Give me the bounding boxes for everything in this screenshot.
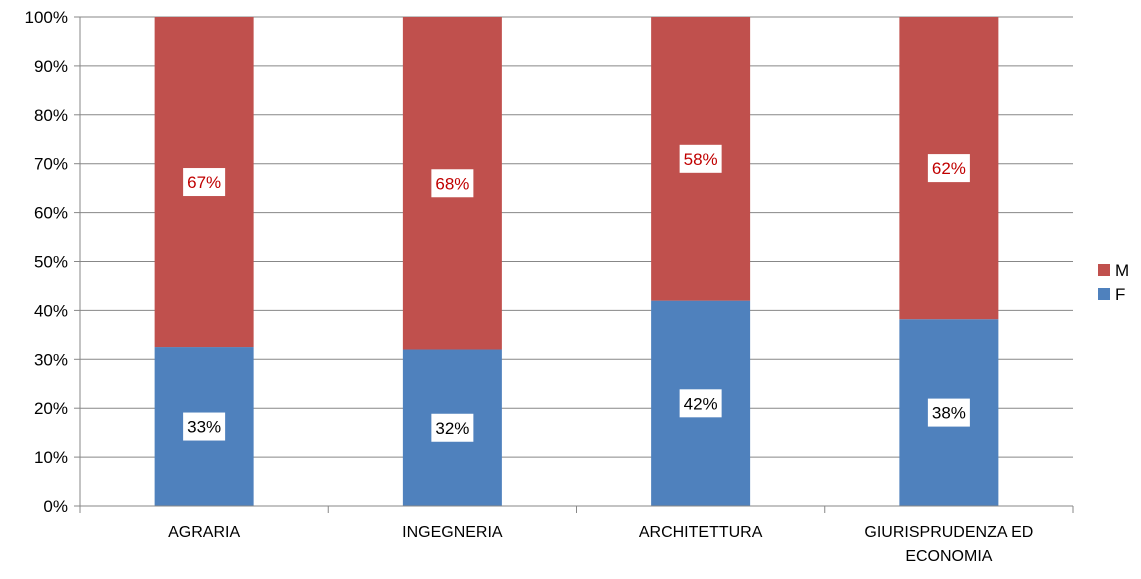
- x-category-label-line: ARCHITETTURA: [639, 524, 763, 541]
- y-tick-label: 0%: [43, 497, 68, 516]
- data-label-m: 62%: [932, 159, 966, 178]
- legend: MF: [1098, 261, 1129, 304]
- y-tick-label: 30%: [34, 350, 68, 369]
- x-category-label: INGEGNERIA: [402, 524, 503, 541]
- data-label-m: 68%: [435, 174, 469, 193]
- x-category-label-line: INGEGNERIA: [402, 524, 503, 541]
- data-label-box: [927, 154, 970, 183]
- x-category-label: GIURISPRUDENZA ED ECONOMIA: [864, 524, 1033, 565]
- y-tick-label: 20%: [34, 399, 68, 418]
- y-tick-label: 80%: [34, 106, 68, 125]
- axes: 0% 10% 20% 30% 40% 50% 60% 70% 80% 90% 100% AGRARIA…: [25, 8, 1074, 565]
- data-label-box: [431, 413, 474, 442]
- x-category-label: AGRARIA: [168, 524, 240, 541]
- y-tick-label: 10%: [34, 448, 68, 467]
- data-label-box: [183, 412, 226, 441]
- legend-label-m: M: [1115, 261, 1129, 280]
- legend-swatch-f: [1098, 288, 1110, 300]
- data-label-box: [679, 389, 722, 418]
- y-tick-label: 90%: [34, 57, 68, 76]
- data-label-box: [679, 144, 722, 173]
- data-label-box: [183, 168, 226, 197]
- y-tick-label: 50%: [34, 253, 68, 272]
- x-category-label-line: ECONOMIA: [905, 548, 992, 565]
- x-category-label: ARCHITETTURA: [639, 524, 763, 541]
- data-label-m: 67%: [187, 173, 221, 192]
- data-label-f: 42%: [684, 394, 718, 413]
- x-category-label-line: AGRARIA: [168, 524, 240, 541]
- y-tick-label: 70%: [34, 155, 68, 174]
- legend-label-f: F: [1115, 285, 1125, 304]
- data-label-box: [431, 169, 474, 198]
- data-label-m: 58%: [684, 150, 718, 169]
- y-tick-label: 40%: [34, 301, 68, 320]
- data-label-f: 32%: [435, 419, 469, 438]
- x-category-label-line: GIURISPRUDENZA ED: [864, 524, 1033, 541]
- y-tick-label: 60%: [34, 204, 68, 223]
- data-labels: 33% 67% 32% 68% 42% 58% 38% 62%: [183, 144, 970, 442]
- data-label-f: 33%: [187, 418, 221, 437]
- data-label-f: 38%: [932, 404, 966, 423]
- legend-swatch-m: [1098, 264, 1110, 276]
- y-tick-label: 100%: [25, 8, 68, 27]
- data-label-box: [927, 398, 970, 427]
